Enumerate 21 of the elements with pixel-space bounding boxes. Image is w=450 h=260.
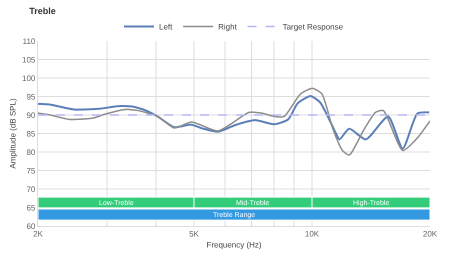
y-tick-label: 75 <box>26 166 36 176</box>
y-tick-label: 95 <box>26 92 36 102</box>
legend-label: Target Response <box>282 22 344 32</box>
chart-title: Treble <box>29 6 56 16</box>
y-tick-label: 85 <box>26 129 36 138</box>
x-tick-label: 5K <box>189 230 200 239</box>
y-tick-label: 100 <box>22 74 36 83</box>
y-tick-label: 80 <box>26 148 36 157</box>
x-tick-label: 20K <box>422 230 438 239</box>
y-axis-title: Amplitude (dB SPL) <box>8 98 18 169</box>
x-axis-title: Frequency (Hz) <box>206 240 262 250</box>
x-tick-label: 2K <box>33 230 44 239</box>
y-tick-label: 105 <box>22 55 36 64</box>
y-tick-label: 60 <box>26 222 36 231</box>
y-tick-label: 110 <box>22 36 36 46</box>
legend-label: Right <box>218 22 238 32</box>
y-tick-label: 90 <box>26 110 36 120</box>
legend-label: Left <box>159 22 174 32</box>
y-tick-label: 70 <box>26 184 36 194</box>
x-tick-label: 10K <box>304 230 320 239</box>
y-tick-label: 65 <box>26 203 36 212</box>
